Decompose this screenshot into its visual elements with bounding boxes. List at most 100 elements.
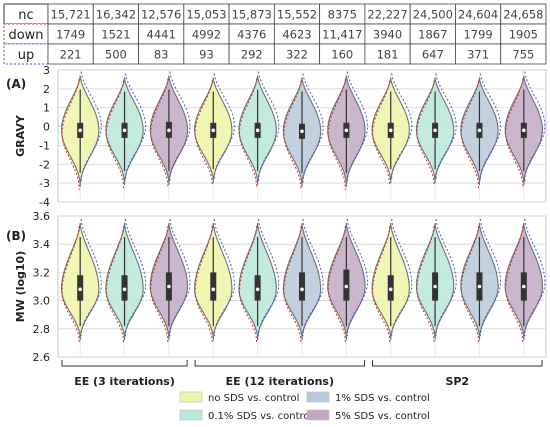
violin-median bbox=[78, 287, 82, 292]
violin-down-outline bbox=[105, 226, 124, 344]
y-tick-label: 1 bbox=[43, 102, 50, 115]
y-axis-label: MW (log10) bbox=[14, 251, 27, 322]
table-row-label: down bbox=[8, 28, 43, 43]
violin-up-outline bbox=[80, 71, 102, 183]
table-cell-value: 647 bbox=[422, 48, 444, 62]
violin-up-outline bbox=[125, 73, 147, 182]
table-cell-value: 221 bbox=[60, 48, 82, 62]
legend: no SDS vs. control 1% SDS vs. control 0.1%… bbox=[179, 391, 430, 422]
legend-swatch bbox=[179, 409, 203, 421]
y-axis-label: GRAVY bbox=[14, 114, 27, 157]
y-tick-label: -2 bbox=[39, 158, 50, 171]
table-cell-value: 16,342 bbox=[96, 8, 136, 22]
group-label: EE (12 iterations) bbox=[226, 375, 334, 388]
group-bracket bbox=[372, 360, 543, 367]
violin-median bbox=[388, 128, 393, 133]
table-cell-value: 1749 bbox=[56, 28, 85, 42]
violin-median bbox=[522, 128, 526, 133]
table-cell-value: 3940 bbox=[373, 28, 402, 42]
legend-swatch bbox=[306, 391, 330, 403]
violin-up-outline bbox=[480, 73, 502, 181]
table-cell-value: 15,552 bbox=[277, 8, 317, 22]
violin-down-outline bbox=[150, 78, 169, 189]
table-row-label: up bbox=[18, 48, 35, 63]
violin-up-outline bbox=[391, 73, 413, 180]
violin-median bbox=[211, 287, 216, 292]
y-tick-label: -4 bbox=[39, 196, 50, 209]
count-table: nc 15,721 16,342 12,576 15,053 15,873 15,552 83… bbox=[3, 3, 547, 65]
table-cell-value: 22,227 bbox=[367, 8, 407, 22]
y-tick-label: -3 bbox=[39, 177, 50, 190]
mw-panel: 3.6 3.4 3.2 3.0 2.8 2.6 (B) MW (log10) bbox=[6, 210, 547, 364]
table-cell-value: 24,658 bbox=[503, 8, 543, 22]
table-cell-value: 755 bbox=[512, 48, 534, 62]
y-tick-label: 2.6 bbox=[33, 351, 51, 364]
violin-box bbox=[299, 272, 305, 301]
legend-label: 1% SDS vs. control bbox=[335, 393, 430, 404]
violin-down-outline bbox=[327, 226, 346, 344]
y-tick-label: 3.2 bbox=[33, 266, 51, 279]
violin-up-outline bbox=[480, 219, 502, 337]
legend-label: no SDS vs. control bbox=[208, 393, 299, 404]
violin-down-outline bbox=[283, 80, 302, 190]
violin-median bbox=[388, 287, 393, 292]
violin-down-outline bbox=[61, 226, 80, 344]
violin-up-outline bbox=[524, 219, 546, 337]
table-cell-value: 24,604 bbox=[458, 8, 498, 22]
table-cell-value: 15,721 bbox=[51, 8, 91, 22]
violin-median bbox=[211, 128, 216, 133]
violin-median bbox=[477, 128, 482, 133]
violin-up-outline bbox=[80, 219, 102, 337]
table-cell-value: 322 bbox=[286, 48, 308, 62]
y-tick-label: 2.8 bbox=[33, 323, 51, 336]
violin-up-outline bbox=[125, 219, 147, 337]
table-cell-value: 1905 bbox=[509, 28, 538, 42]
violin-down-outline bbox=[505, 226, 524, 344]
y-tick-label: 3 bbox=[43, 64, 50, 77]
table-cell-value: 4992 bbox=[192, 28, 221, 42]
violin-up-outline bbox=[258, 219, 280, 337]
table-cell-value: 4376 bbox=[237, 28, 266, 42]
violin-down-outline bbox=[150, 226, 169, 344]
violin-down-outline bbox=[283, 226, 302, 344]
violin-median bbox=[78, 128, 82, 133]
table-cell-value: 4623 bbox=[282, 28, 311, 42]
group-label: EE (3 iterations) bbox=[74, 375, 175, 388]
table-cell-value: 160 bbox=[331, 48, 353, 62]
violin-median bbox=[255, 128, 260, 133]
y-tick-label: 3.6 bbox=[33, 210, 51, 223]
violin-median bbox=[477, 284, 482, 289]
table-row-label: nc bbox=[18, 8, 33, 23]
y-tick-label: 3.0 bbox=[33, 295, 51, 308]
violin-down-outline bbox=[460, 80, 479, 189]
violin-median bbox=[433, 284, 437, 289]
violin-median bbox=[300, 287, 304, 292]
violin-median bbox=[433, 128, 437, 133]
violin-median bbox=[344, 284, 349, 289]
panel-label: (B) bbox=[6, 229, 26, 243]
violin-down-outline bbox=[238, 78, 258, 188]
group-brackets: EE (3 iterations) EE (12 iterations) SP2 bbox=[61, 360, 543, 388]
table-cell-value: 15,053 bbox=[186, 8, 226, 22]
table-cell-value: 1521 bbox=[101, 28, 130, 42]
group-label: SP2 bbox=[445, 375, 469, 388]
table-cell-value: 11,417 bbox=[322, 28, 362, 42]
table-cell-value: 12,576 bbox=[141, 8, 181, 22]
violin-up-outline bbox=[346, 219, 369, 337]
violin-median bbox=[122, 287, 127, 292]
violin-median bbox=[122, 128, 127, 133]
table-cell-value: 500 bbox=[105, 48, 127, 62]
panel-label: (A) bbox=[6, 77, 26, 91]
table-cell-value: 371 bbox=[467, 48, 489, 62]
table-cell-value: 8375 bbox=[328, 8, 357, 22]
violin-down-outline bbox=[416, 226, 435, 344]
legend-label: 0.1% SDS vs. control bbox=[208, 411, 312, 422]
gravy-panel: 3 2 1 0 -1 -2 -3 -4 (A) GRAVY bbox=[6, 64, 547, 209]
violin-median bbox=[167, 128, 171, 133]
violin-median bbox=[344, 128, 349, 133]
y-tick-label: -1 bbox=[39, 139, 50, 152]
table-cell-value: 83 bbox=[154, 48, 169, 62]
violin-down-outline bbox=[194, 226, 213, 344]
violin-up-outline bbox=[213, 73, 235, 180]
